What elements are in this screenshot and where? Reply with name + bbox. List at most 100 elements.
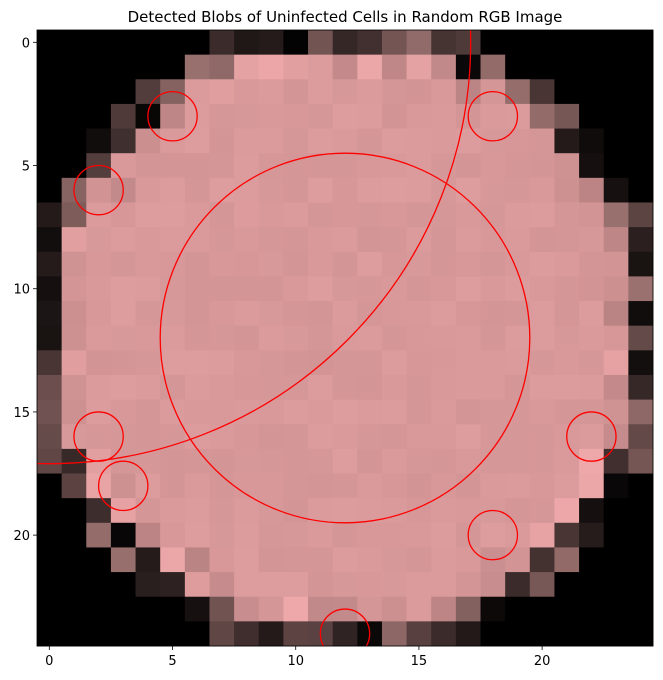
image-pixel — [529, 227, 555, 253]
image-pixel — [628, 103, 654, 129]
image-pixel — [628, 128, 654, 154]
image-pixel — [505, 202, 531, 228]
image-pixel — [603, 301, 629, 327]
image-pixel — [505, 301, 531, 327]
image-pixel — [357, 79, 383, 105]
image-pixel — [406, 596, 432, 622]
image-pixel — [283, 572, 309, 598]
image-pixel — [505, 572, 531, 598]
image-pixel — [529, 202, 555, 228]
image-pixel — [529, 572, 555, 598]
image-pixel — [234, 547, 260, 573]
image-pixel — [37, 399, 63, 425]
image-pixel — [554, 399, 580, 425]
image-pixel — [455, 572, 481, 598]
image-pixel — [283, 79, 309, 105]
image-pixel — [308, 103, 334, 129]
image-pixel — [455, 399, 481, 425]
image-pixel — [554, 54, 580, 80]
image-pixel — [135, 177, 161, 203]
image-pixel — [431, 498, 457, 524]
blob-circle — [566, 411, 617, 462]
image-pixel — [406, 128, 432, 154]
image-pixel — [628, 473, 654, 499]
image-pixel — [258, 572, 284, 598]
image-pixel — [61, 621, 87, 647]
image-pixel — [406, 424, 432, 450]
image-pixel — [283, 522, 309, 548]
image-pixel — [332, 301, 358, 327]
image-pixel — [579, 522, 605, 548]
image-pixel — [184, 596, 210, 622]
image-pixel — [480, 103, 506, 129]
image-pixel — [184, 153, 210, 179]
image-pixel — [480, 251, 506, 277]
image-pixel — [110, 30, 136, 56]
image-pixel — [579, 128, 605, 154]
image-pixel — [234, 276, 260, 302]
image-pixel — [209, 227, 235, 253]
image-pixel — [357, 276, 383, 302]
image-pixel — [455, 177, 481, 203]
image-pixel — [406, 177, 432, 203]
image-pixel — [135, 498, 161, 524]
image-pixel — [357, 54, 383, 80]
image-pixel — [209, 522, 235, 548]
image-pixel — [579, 177, 605, 203]
image-pixel — [184, 621, 210, 647]
image-pixel — [505, 325, 531, 351]
image-pixel — [455, 30, 481, 56]
image-pixel — [234, 251, 260, 277]
image-pixel — [505, 276, 531, 302]
image-pixel — [135, 522, 161, 548]
image-pixel — [135, 350, 161, 376]
image-pixel — [258, 177, 284, 203]
image-pixel — [554, 572, 580, 598]
image-pixel — [529, 473, 555, 499]
image-pixel — [184, 547, 210, 573]
image-pixel — [357, 448, 383, 474]
image-pixel — [160, 448, 186, 474]
image-pixel — [86, 498, 112, 524]
image-pixel — [234, 325, 260, 351]
image-pixel — [37, 547, 63, 573]
image-pixel — [160, 621, 186, 647]
image-pixel — [505, 374, 531, 400]
image-pixel — [308, 473, 334, 499]
image-pixel — [579, 30, 605, 56]
image-pixel — [110, 350, 136, 376]
image-pixel — [37, 251, 63, 277]
image-pixel — [110, 202, 136, 228]
image-pixel — [283, 276, 309, 302]
blob-circle — [159, 152, 531, 524]
image-pixel — [431, 522, 457, 548]
image-pixel — [209, 128, 235, 154]
image-pixel — [110, 473, 136, 499]
image-pixel — [184, 399, 210, 425]
image-pixel — [603, 128, 629, 154]
image-pixel — [184, 251, 210, 277]
blob-circle — [147, 90, 198, 142]
image-pixel — [529, 153, 555, 179]
image-pixel — [160, 301, 186, 327]
image-pixel — [603, 374, 629, 400]
image-pixel — [480, 473, 506, 499]
image-pixel — [603, 547, 629, 573]
image-pixel — [258, 30, 284, 56]
image-pixel — [332, 202, 358, 228]
image-pixel — [381, 30, 407, 56]
image-pixel — [381, 350, 407, 376]
image-pixel — [209, 399, 235, 425]
image-pixel — [381, 79, 407, 105]
image-pixel — [37, 424, 63, 450]
x-tick-label: 0 — [45, 654, 53, 669]
image-pixel — [61, 399, 87, 425]
image-pixel — [579, 473, 605, 499]
image-pixel — [308, 276, 334, 302]
image-pixel — [455, 448, 481, 474]
image-pixel — [308, 424, 334, 450]
image-pixel — [135, 621, 161, 647]
image-pixel — [258, 54, 284, 80]
image-pixel — [234, 596, 260, 622]
